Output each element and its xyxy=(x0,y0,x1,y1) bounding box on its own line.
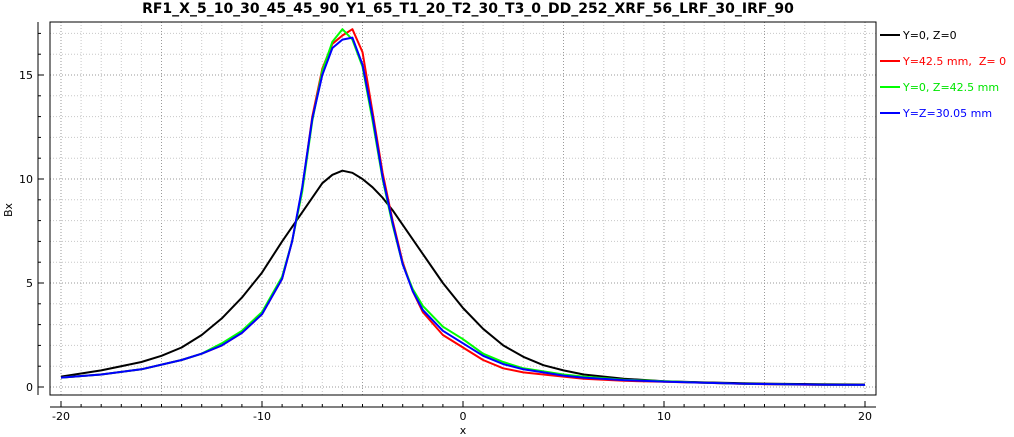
x-tick-label: -10 xyxy=(253,410,271,423)
x-tick-label: -20 xyxy=(52,410,70,423)
legend-item: Y=Z=30.05 mm xyxy=(880,100,1014,126)
legend-item: Y=0, Z=0 xyxy=(880,22,1014,48)
legend-item: Y=42.5 mm, Z= 0 xyxy=(880,48,1014,74)
legend-label: Y=0, Z=42.5 mm xyxy=(903,80,1000,94)
x-tick-label: 20 xyxy=(858,410,872,423)
x-tick-label: 0 xyxy=(460,410,467,423)
y-tick-label: 15 xyxy=(19,69,33,82)
series-lines xyxy=(60,28,866,386)
tick-labels: -20 -10 0 10 20 0 5 10 15 xyxy=(19,69,872,423)
y-tick-label: 5 xyxy=(26,277,33,290)
chart-title: RF1_X_5_10_30_45_45_90_Y1_65_T1_20_T2_30… xyxy=(142,1,794,17)
plot-frame xyxy=(49,21,877,396)
y-axis-label: Bx xyxy=(2,202,15,217)
legend-label: Y=0, Z=0 xyxy=(903,28,957,42)
grid-lines xyxy=(50,22,876,395)
series-line-4 xyxy=(60,36,866,386)
x-axis-label: x xyxy=(460,424,467,437)
legend-label: Y=Z=30.05 mm xyxy=(903,106,993,120)
legend-label: Y=42.5 mm, Z= 0 xyxy=(903,54,1007,68)
legend-swatch xyxy=(880,60,900,62)
legend-swatch xyxy=(880,112,900,114)
y-tick-label: 10 xyxy=(19,173,33,186)
y-tick-label: 0 xyxy=(26,381,33,394)
legend-item: Y=0, Z=42.5 mm xyxy=(880,74,1014,100)
legend-swatch xyxy=(880,86,900,88)
legend-swatch xyxy=(880,34,900,36)
x-tick-label: 10 xyxy=(657,410,671,423)
legend: Y=0, Z=0 Y=42.5 mm, Z= 0 Y=0, Z=42.5 mm Y=Z… xyxy=(880,22,1014,126)
axes xyxy=(37,21,877,408)
